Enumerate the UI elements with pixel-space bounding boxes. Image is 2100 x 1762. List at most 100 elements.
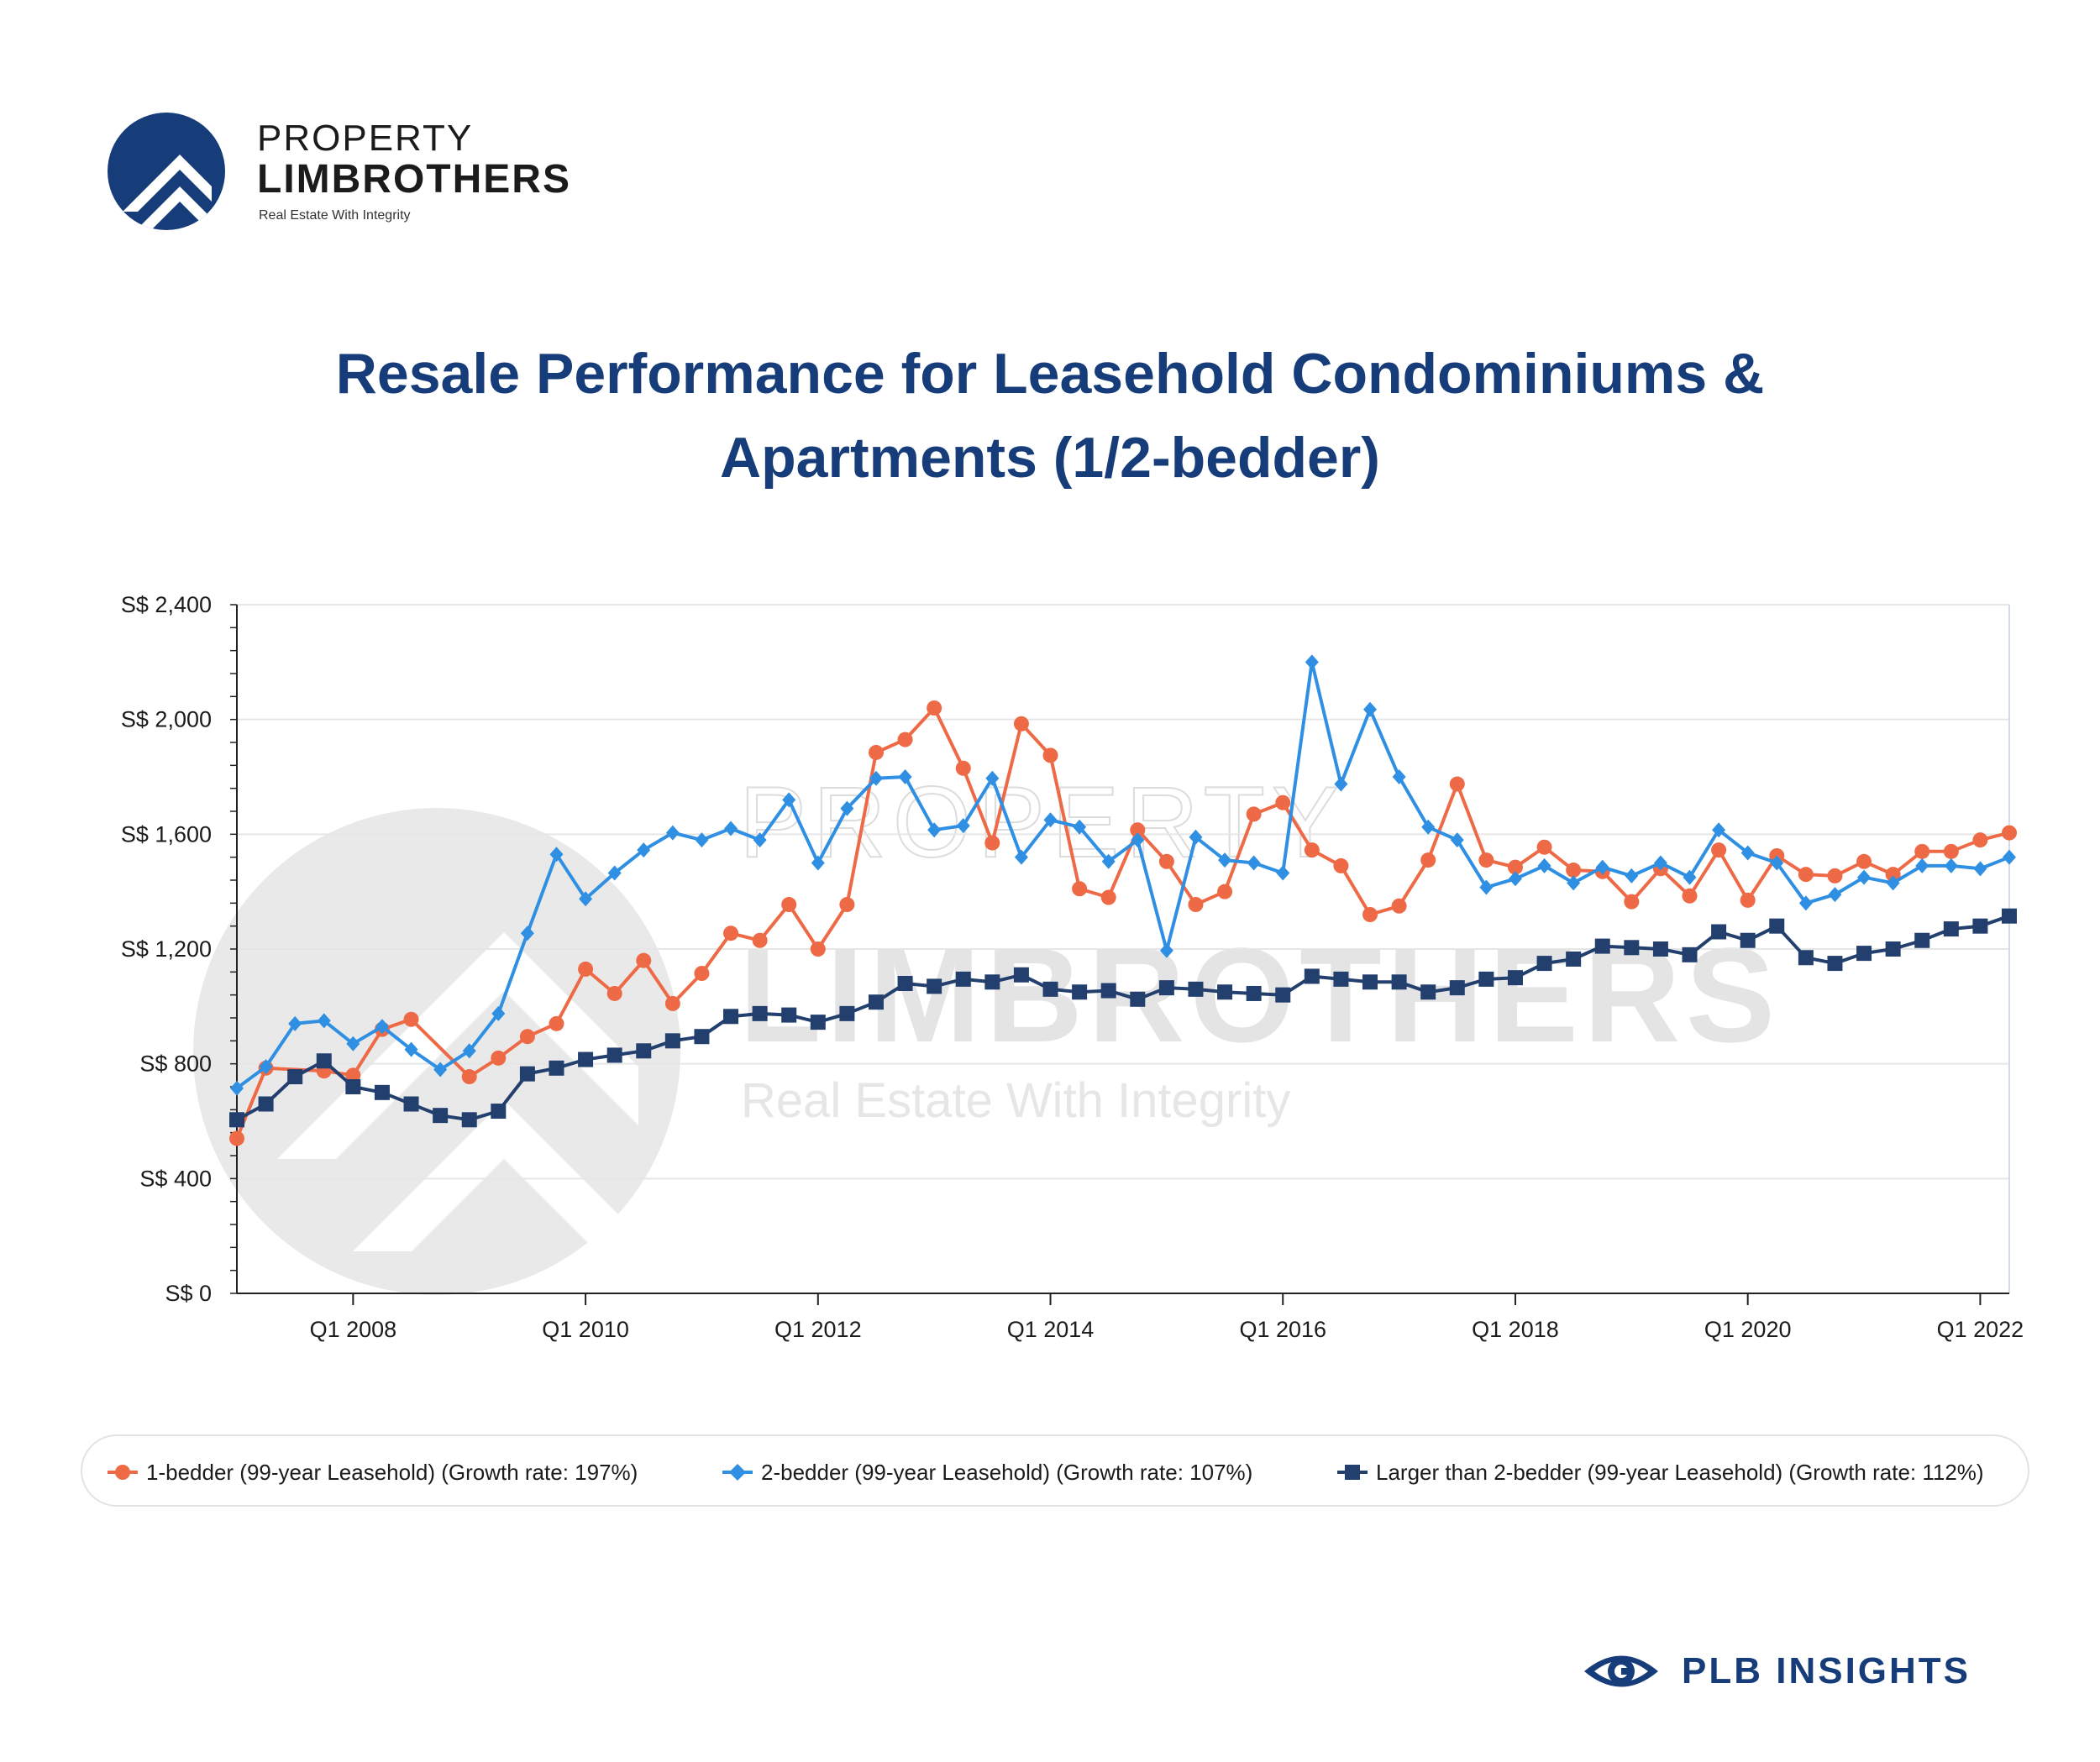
x-tick-label: Q1 2018 bbox=[1472, 1317, 1559, 1342]
data-point bbox=[1391, 898, 1407, 914]
data-point bbox=[2002, 825, 2017, 841]
brand-logo: PROPERTY LIMBROTHERS Real Estate With In… bbox=[108, 113, 628, 239]
data-point bbox=[1770, 855, 1784, 871]
data-point bbox=[1507, 970, 1523, 986]
data-point bbox=[1914, 843, 1930, 859]
data-point bbox=[636, 952, 652, 968]
data-point bbox=[229, 1130, 244, 1146]
data-point bbox=[637, 842, 651, 858]
data-point bbox=[433, 1062, 448, 1078]
chart-series bbox=[229, 654, 2017, 1146]
legend-label-2-bedder: 2-bedder (99-year Leasehold) (Growth rat… bbox=[761, 1459, 1253, 1485]
data-point bbox=[1188, 897, 1204, 913]
data-point bbox=[695, 832, 709, 848]
data-point bbox=[374, 1084, 390, 1100]
x-tick-label: Q1 2016 bbox=[1239, 1317, 1326, 1342]
data-point bbox=[1856, 946, 1872, 962]
data-point bbox=[782, 792, 796, 808]
series-1 bbox=[229, 700, 2017, 1146]
data-point bbox=[287, 1069, 303, 1085]
data-point bbox=[491, 1050, 507, 1066]
data-point bbox=[810, 941, 826, 957]
watermark-chevron-2 bbox=[353, 1100, 638, 1293]
data-point bbox=[461, 1112, 477, 1128]
series-2 bbox=[230, 654, 2016, 1096]
data-point bbox=[607, 865, 622, 881]
data-point bbox=[1449, 776, 1465, 792]
data-point bbox=[404, 1041, 418, 1057]
data-point bbox=[1013, 716, 1029, 732]
data-point bbox=[1478, 852, 1494, 868]
data-point bbox=[1247, 855, 1261, 871]
data-point bbox=[1131, 832, 1145, 848]
data-point bbox=[840, 800, 854, 816]
x-tick-label: Q1 2014 bbox=[1007, 1317, 1095, 1342]
data-point bbox=[1712, 822, 1726, 838]
data-point bbox=[1333, 857, 1349, 873]
data-point bbox=[1827, 868, 1843, 884]
data-point bbox=[578, 1051, 594, 1067]
data-point bbox=[1827, 956, 1843, 972]
data-point bbox=[1944, 857, 1958, 873]
legend-item-2-bedder: 2-bedder (99-year Leasehold) (Growth rat… bbox=[721, 1436, 1252, 1508]
data-point bbox=[229, 1112, 244, 1128]
data-point bbox=[549, 1060, 564, 1076]
data-point bbox=[1624, 894, 1640, 910]
data-point bbox=[664, 1033, 680, 1049]
data-point bbox=[868, 994, 884, 1010]
data-point bbox=[578, 961, 594, 977]
data-point bbox=[1334, 776, 1348, 792]
data-point bbox=[1362, 907, 1378, 922]
data-point bbox=[375, 1019, 389, 1035]
data-point bbox=[1246, 806, 1262, 822]
legend-label-larger-than-2-bedder: Larger than 2-bedder (99-year Leasehold)… bbox=[1376, 1459, 1984, 1485]
brand-logo-icon bbox=[108, 113, 225, 230]
legend-marker-circle-icon bbox=[108, 1465, 138, 1480]
data-point bbox=[1450, 832, 1464, 848]
x-tick-label: Q1 2020 bbox=[1704, 1317, 1792, 1342]
data-point bbox=[606, 985, 622, 1001]
data-point bbox=[1508, 871, 1522, 887]
chart-legend: 1-bedder (99-year Leasehold) (Growth rat… bbox=[81, 1434, 2029, 1507]
data-point bbox=[752, 932, 768, 948]
series-line bbox=[235, 660, 2010, 1090]
data-point bbox=[1100, 983, 1116, 999]
data-point bbox=[2002, 908, 2017, 924]
data-point bbox=[1885, 941, 1901, 957]
data-point bbox=[1333, 971, 1349, 987]
data-point bbox=[1915, 857, 1929, 873]
data-point bbox=[1566, 951, 1582, 967]
series-3 bbox=[229, 908, 2017, 1128]
legend-marker-square-icon bbox=[1337, 1465, 1368, 1480]
data-point bbox=[1304, 842, 1320, 858]
data-point bbox=[1566, 863, 1582, 878]
data-point bbox=[1885, 867, 1901, 883]
data-point bbox=[345, 1067, 361, 1083]
data-point bbox=[1391, 974, 1407, 990]
data-point bbox=[1625, 868, 1639, 884]
data-point bbox=[230, 1080, 244, 1096]
data-point bbox=[606, 1047, 622, 1063]
data-point bbox=[1073, 819, 1087, 835]
y-tick-label: S$ 800 bbox=[139, 1051, 212, 1077]
data-point bbox=[345, 1079, 361, 1094]
data-point bbox=[839, 897, 855, 913]
title-line-1: Resale Performance for Leasehold Condomi… bbox=[335, 342, 1765, 406]
data-point bbox=[491, 1104, 507, 1120]
data-point bbox=[491, 1005, 506, 1021]
data-point bbox=[1536, 956, 1552, 972]
data-point bbox=[1594, 938, 1610, 954]
data-point bbox=[1159, 942, 1173, 958]
series-line bbox=[235, 706, 2010, 1140]
data-point bbox=[1886, 875, 1900, 891]
data-point bbox=[664, 995, 680, 1011]
data-point bbox=[1682, 947, 1698, 962]
footer-brand: PLB INSIGHTS bbox=[1579, 1638, 1971, 1705]
data-point bbox=[1683, 869, 1697, 885]
data-point bbox=[1507, 859, 1523, 875]
data-point bbox=[1363, 701, 1378, 717]
data-point bbox=[1740, 932, 1756, 948]
data-point bbox=[985, 770, 1000, 786]
brand-tagline: Real Estate With Integrity bbox=[259, 208, 411, 223]
x-tick-label: Q1 2010 bbox=[542, 1317, 629, 1342]
